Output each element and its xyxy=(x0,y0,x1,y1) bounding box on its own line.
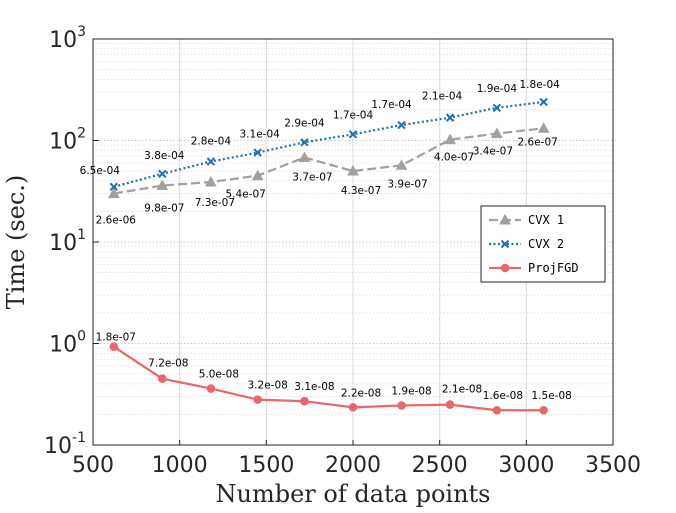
data-point xyxy=(156,179,169,191)
data-point xyxy=(109,342,119,351)
data-labels: 2.6e-06 9.8e-07 7.3e-075.4e-07 3.7e-07 4.3e-… xyxy=(80,79,572,402)
data-label: 1.9e-08 xyxy=(391,385,431,397)
legend-entry: CVX 1 xyxy=(528,213,564,227)
y-tick-label: 10-1 xyxy=(44,430,86,459)
data-label: 1.7e-04 xyxy=(333,109,374,121)
data-point xyxy=(253,395,262,404)
legend-marker xyxy=(499,213,511,225)
data-point xyxy=(445,113,455,122)
data-point xyxy=(158,374,167,383)
data-label: 4.0e-07 xyxy=(434,152,474,164)
data-label: 3.1e-04 xyxy=(240,129,281,141)
data-label: 2.1e-04 xyxy=(422,91,463,103)
data-label: 4.3e-07 xyxy=(341,185,381,197)
data-point xyxy=(539,97,548,107)
x-tick-label: 3000 xyxy=(498,453,554,478)
series-line xyxy=(113,127,544,195)
data-label: 2.2e-08 xyxy=(341,387,381,399)
data-point xyxy=(205,175,217,187)
data-label: 7.3e-07 xyxy=(195,197,235,209)
legend-entry: CVX 2 xyxy=(528,237,564,251)
data-point xyxy=(492,103,502,113)
data-label: 7.2e-08 xyxy=(148,358,188,370)
y-tick-label: 100 xyxy=(49,329,86,358)
data-point xyxy=(397,401,406,410)
y-axis-label: Time (sec.) xyxy=(2,175,30,310)
x-tick-label: 2000 xyxy=(325,453,381,478)
y-tick-label: 101 xyxy=(49,227,86,256)
data-point xyxy=(395,159,408,170)
data-label: 1.9e-04 xyxy=(477,83,518,95)
data-label: 2.8e-04 xyxy=(191,136,232,148)
data-label: 3.9e-07 xyxy=(387,178,427,190)
y-tick-label: 102 xyxy=(49,126,86,155)
data-label: 2.9e-04 xyxy=(284,117,325,129)
data-point xyxy=(300,138,309,147)
data-label: 1.8e-07 xyxy=(96,332,136,344)
data-point xyxy=(445,400,455,409)
data-point xyxy=(107,187,120,199)
data-label: 5.4e-07 xyxy=(226,189,266,201)
x-tick-label: 3500 xyxy=(585,453,641,478)
data-point xyxy=(491,127,503,139)
data-point xyxy=(206,157,216,166)
series xyxy=(107,97,550,415)
x-tick-label: 2500 xyxy=(412,453,468,478)
data-point xyxy=(348,403,358,412)
data-label: 9.8e-07 xyxy=(144,203,184,215)
data-point xyxy=(300,396,309,406)
data-point xyxy=(206,384,216,393)
y-tick-label: 103 xyxy=(49,24,86,53)
data-point xyxy=(251,169,264,181)
data-label: 3.2e-08 xyxy=(248,380,288,392)
data-label: 3.1e-08 xyxy=(294,381,334,393)
data-label: 5.0e-08 xyxy=(199,369,239,381)
data-label: 3.7e-07 xyxy=(292,172,332,184)
x-tick-label: 500 xyxy=(72,453,114,478)
x-tick-label: 1500 xyxy=(238,453,294,478)
data-label: 2.1e-08 xyxy=(442,384,482,396)
data-point xyxy=(539,405,548,415)
legend-entry: ProjFGD xyxy=(528,261,579,275)
data-label: 1.8e-04 xyxy=(520,79,561,91)
data-label: 6.5e-04 xyxy=(80,165,121,177)
data-label: 2.6e-07 xyxy=(518,136,558,148)
data-point xyxy=(537,122,550,133)
data-point xyxy=(347,165,359,176)
data-point xyxy=(397,120,406,130)
data-point xyxy=(348,130,358,139)
data-label: 3.8e-04 xyxy=(144,150,185,162)
data-label: 2.6e-06 xyxy=(96,215,137,227)
grid xyxy=(93,39,613,445)
data-point xyxy=(253,148,262,157)
data-label: 1.6e-08 xyxy=(483,390,523,402)
data-label: 1.5e-08 xyxy=(532,390,572,402)
data-point xyxy=(109,182,119,191)
legend-marker xyxy=(500,239,510,249)
data-label: 1.7e-04 xyxy=(371,99,412,111)
data-label: 3.4e-07 xyxy=(473,146,513,158)
data-point xyxy=(492,405,502,415)
series-line xyxy=(113,345,544,412)
legend-marker xyxy=(500,263,510,273)
x-axis-label: Number of data points xyxy=(215,480,490,508)
data-point xyxy=(298,151,311,163)
data-point xyxy=(158,169,167,178)
x-tick-label: 1000 xyxy=(152,453,208,478)
ticks: 500 1000 1500 2000 2500 3000 3500 10-1 100 101 102… xyxy=(44,24,641,478)
data-point xyxy=(444,133,456,145)
legend: CVX 1 CVX 2 ProjFGD xyxy=(480,205,606,283)
